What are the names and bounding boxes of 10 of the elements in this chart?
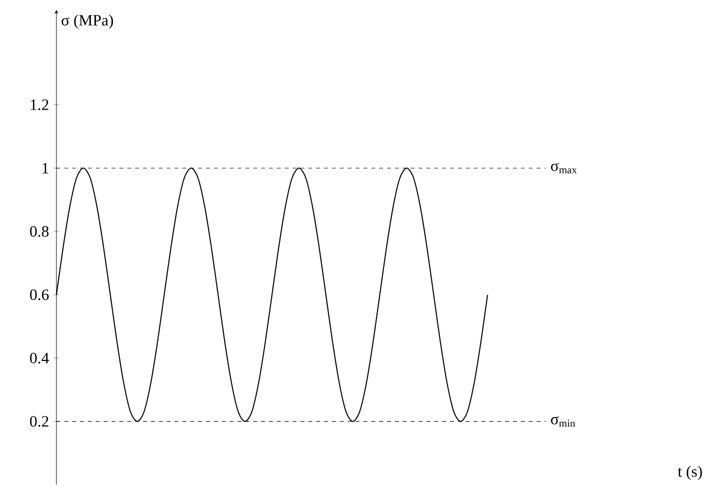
ref-line-label: σ$_{max}$: [551, 163, 577, 174]
y-tick-label: 0.2: [30, 416, 48, 427]
ref-line-label: σ$_{min}$: [551, 416, 576, 427]
y-tick-label: 1.2: [30, 100, 48, 110]
text: t (s): [678, 466, 702, 480]
y-tick-label: 0.6: [30, 290, 49, 300]
y-tick-label: 0.4: [30, 352, 49, 364]
y-tick-label: 1: [42, 163, 48, 174]
y-tick-label: 0.8: [30, 226, 49, 237]
y-axis-title: σ (MPa): [62, 14, 113, 29]
